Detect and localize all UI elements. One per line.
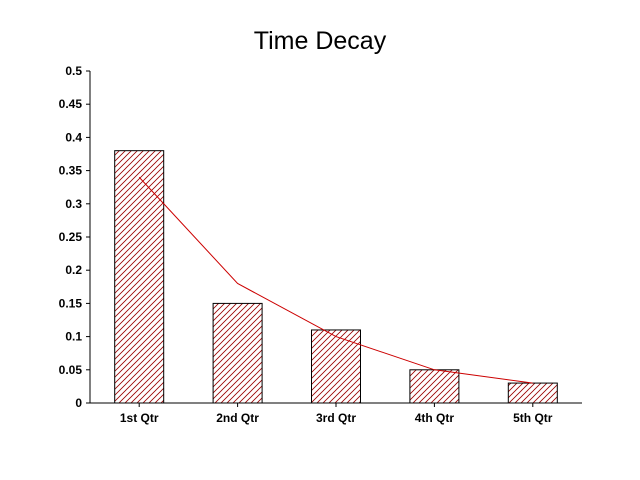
y-tick-label: 0.3 xyxy=(65,197,82,211)
bar-3 xyxy=(311,329,361,404)
y-tick-label: 0.2 xyxy=(65,263,82,277)
bar-1 xyxy=(114,150,165,404)
y-tick-label: 0.4 xyxy=(65,130,82,144)
y-tick-label: 0.35 xyxy=(59,164,83,178)
bar-4 xyxy=(409,369,460,404)
x-tick-label: 3rd Qtr xyxy=(316,411,356,425)
y-tick-label: 0.45 xyxy=(59,97,83,111)
trend-line xyxy=(138,176,533,384)
y-tick-label: 0.5 xyxy=(65,64,82,78)
chart-title: Time Decay xyxy=(254,27,387,55)
bar-5 xyxy=(507,382,558,404)
y-tick-label: 0 xyxy=(75,396,82,410)
x-tick-label: 4th Qtr xyxy=(415,411,455,425)
x-tick-label: 5th Qtr xyxy=(513,411,553,425)
bar-2 xyxy=(212,302,263,404)
y-tick-label: 0.05 xyxy=(59,363,83,377)
y-tick-label: 0.15 xyxy=(59,296,83,310)
x-tick-label: 1st Qtr xyxy=(120,411,159,425)
x-tick-label: 2nd Qtr xyxy=(216,411,259,425)
y-tick-label: 0.25 xyxy=(59,230,83,244)
y-tick-label: 0.1 xyxy=(65,330,82,344)
